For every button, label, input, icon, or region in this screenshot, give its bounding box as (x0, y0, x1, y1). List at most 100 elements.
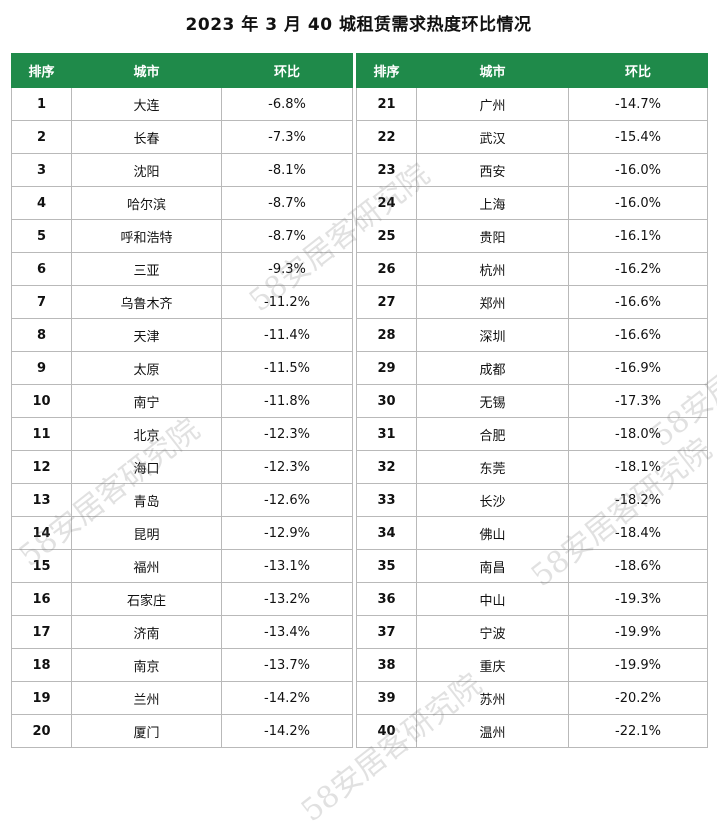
table-row: 4 哈尔滨 -8.7% (11, 186, 353, 220)
change-cell: -14.2% (221, 714, 353, 748)
table-row: 14 昆明 -12.9% (11, 516, 353, 550)
city-cell: 无锡 (416, 384, 569, 418)
rank-cell: 16 (11, 582, 72, 616)
table-row: 30 无锡 -17.3% (356, 384, 708, 418)
table-row: 2 长春 -7.3% (11, 120, 353, 154)
change-cell: -17.3% (568, 384, 708, 418)
rank-cell: 3 (11, 153, 72, 187)
change-cell: -6.8% (221, 87, 353, 121)
change-cell: -18.6% (568, 549, 708, 583)
table-row: 23 西安 -16.0% (356, 153, 708, 187)
table-header-row: 排序 城市 环比 (356, 53, 708, 88)
table-row: 21 广州 -14.7% (356, 87, 708, 121)
table-row: 25 贵阳 -16.1% (356, 219, 708, 253)
rank-cell: 24 (356, 186, 417, 220)
change-cell: -8.1% (221, 153, 353, 187)
change-cell: -11.5% (221, 351, 353, 385)
city-cell: 青岛 (71, 483, 222, 517)
change-cell: -16.1% (568, 219, 708, 253)
rank-cell: 13 (11, 483, 72, 517)
rank-cell: 20 (11, 714, 72, 748)
city-cell: 呼和浩特 (71, 219, 222, 253)
change-cell: -9.3% (221, 252, 353, 286)
change-cell: -7.3% (221, 120, 353, 154)
change-cell: -22.1% (568, 714, 708, 748)
city-cell: 济南 (71, 615, 222, 649)
change-cell: -8.7% (221, 219, 353, 253)
city-cell: 南昌 (416, 549, 569, 583)
city-cell: 佛山 (416, 516, 569, 550)
rank-cell: 34 (356, 516, 417, 550)
rank-cell: 33 (356, 483, 417, 517)
rental-table-left: 排序 城市 环比 1 大连 -6.8% 2 长春 -7.3% 3 沈阳 -8.1% 4 哈尔滨 -8.… (11, 53, 353, 748)
rank-cell: 26 (356, 252, 417, 286)
rank-cell: 29 (356, 351, 417, 385)
city-cell: 南京 (71, 648, 222, 682)
change-cell: -11.4% (221, 318, 353, 352)
table-row: 11 北京 -12.3% (11, 417, 353, 451)
city-cell: 北京 (71, 417, 222, 451)
table-row: 7 乌鲁木齐 -11.2% (11, 285, 353, 319)
rank-cell: 14 (11, 516, 72, 550)
rank-cell: 39 (356, 681, 417, 715)
rank-cell: 28 (356, 318, 417, 352)
city-cell: 杭州 (416, 252, 569, 286)
table-row: 31 合肥 -18.0% (356, 417, 708, 451)
city-cell: 合肥 (416, 417, 569, 451)
change-cell: -19.9% (568, 648, 708, 682)
rank-cell: 23 (356, 153, 417, 187)
rank-cell: 15 (11, 549, 72, 583)
rank-cell: 25 (356, 219, 417, 253)
table-row: 3 沈阳 -8.1% (11, 153, 353, 187)
table-row: 9 太原 -11.5% (11, 351, 353, 385)
rank-cell: 27 (356, 285, 417, 319)
rank-cell: 40 (356, 714, 417, 748)
city-cell: 昆明 (71, 516, 222, 550)
table-row: 24 上海 -16.0% (356, 186, 708, 220)
table-row: 38 重庆 -19.9% (356, 648, 708, 682)
city-cell: 武汉 (416, 120, 569, 154)
table-row: 35 南昌 -18.6% (356, 549, 708, 583)
rank-cell: 9 (11, 351, 72, 385)
city-cell: 福州 (71, 549, 222, 583)
table-row: 28 深圳 -16.6% (356, 318, 708, 352)
city-cell: 中山 (416, 582, 569, 616)
rank-cell: 4 (11, 186, 72, 220)
rank-cell: 22 (356, 120, 417, 154)
city-cell: 天津 (71, 318, 222, 352)
rank-cell: 36 (356, 582, 417, 616)
change-cell: -11.8% (221, 384, 353, 418)
change-cell: -19.3% (568, 582, 708, 616)
change-cell: -13.1% (221, 549, 353, 583)
table-row: 39 苏州 -20.2% (356, 681, 708, 715)
city-cell: 石家庄 (71, 582, 222, 616)
rank-cell: 32 (356, 450, 417, 484)
table-row: 10 南宁 -11.8% (11, 384, 353, 418)
city-cell: 海口 (71, 450, 222, 484)
table-row: 37 宁波 -19.9% (356, 615, 708, 649)
rank-cell: 21 (356, 87, 417, 121)
rank-cell: 19 (11, 681, 72, 715)
change-cell: -14.7% (568, 87, 708, 121)
header-change: 环比 (568, 53, 708, 88)
city-cell: 长春 (71, 120, 222, 154)
table-row: 29 成都 -16.9% (356, 351, 708, 385)
change-cell: -15.4% (568, 120, 708, 154)
change-cell: -12.6% (221, 483, 353, 517)
rank-cell: 37 (356, 615, 417, 649)
rank-cell: 10 (11, 384, 72, 418)
city-cell: 东莞 (416, 450, 569, 484)
table-row: 17 济南 -13.4% (11, 615, 353, 649)
city-cell: 宁波 (416, 615, 569, 649)
change-cell: -18.1% (568, 450, 708, 484)
rank-cell: 2 (11, 120, 72, 154)
change-cell: -16.0% (568, 153, 708, 187)
table-row: 19 兰州 -14.2% (11, 681, 353, 715)
table-row: 13 青岛 -12.6% (11, 483, 353, 517)
rental-table-right: 排序 城市 环比 21 广州 -14.7% 22 武汉 -15.4% 23 西安 -16.0% 2… (356, 53, 708, 748)
table-row: 18 南京 -13.7% (11, 648, 353, 682)
city-cell: 哈尔滨 (71, 186, 222, 220)
change-cell: -12.9% (221, 516, 353, 550)
change-cell: -20.2% (568, 681, 708, 715)
city-cell: 深圳 (416, 318, 569, 352)
